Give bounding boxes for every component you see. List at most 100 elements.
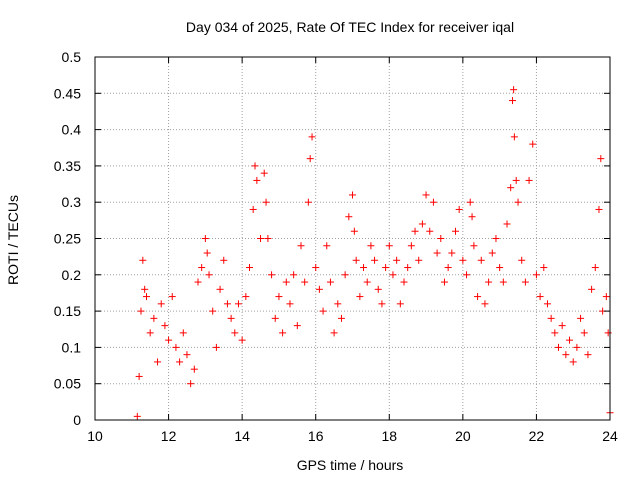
data-point	[141, 285, 149, 293]
chart-title: Day 034 of 2025, Rate Of TEC Index for r…	[186, 19, 514, 35]
data-point	[161, 322, 169, 330]
data-point	[135, 372, 143, 380]
data-point	[488, 249, 496, 257]
data-point	[407, 242, 415, 250]
x-tick-label: 12	[161, 428, 177, 444]
data-point	[429, 198, 437, 206]
y-tick-label: 0.25	[54, 231, 81, 247]
data-point	[271, 314, 279, 322]
data-point	[293, 322, 301, 330]
data-point	[257, 235, 265, 242]
data-point	[566, 336, 574, 344]
data-point	[470, 242, 478, 250]
data-point	[547, 314, 555, 322]
data-point	[326, 278, 334, 286]
data-point	[220, 256, 228, 264]
data-point	[569, 358, 577, 366]
data-point	[562, 351, 570, 359]
data-point	[315, 285, 323, 293]
data-point	[514, 198, 522, 206]
data-point	[249, 205, 257, 213]
data-point	[602, 293, 610, 301]
data-point	[385, 242, 393, 250]
data-point	[455, 205, 463, 213]
data-point	[584, 351, 592, 359]
data-point	[477, 256, 485, 264]
data-point	[540, 264, 548, 272]
data-point	[306, 155, 314, 163]
data-point	[209, 307, 217, 315]
data-point	[143, 293, 150, 301]
data-point	[308, 133, 316, 141]
data-point	[260, 169, 268, 177]
data-point	[466, 198, 474, 206]
data-point	[190, 365, 198, 373]
data-point	[418, 220, 426, 228]
y-axis-ticks: 0 0.05 0.1 0.15 0.2 0.25 0.3 0.35 0.4 0.45 0.5	[54, 49, 610, 428]
data-point	[492, 235, 500, 242]
data-point	[400, 278, 408, 286]
data-point	[187, 380, 195, 388]
data-point	[262, 198, 270, 206]
data-point	[223, 300, 231, 308]
data-point	[350, 227, 358, 235]
y-tick-label: 0	[73, 412, 81, 428]
x-tick-label: 16	[308, 428, 324, 444]
data-point	[573, 343, 581, 351]
data-point	[555, 343, 562, 351]
data-point	[279, 329, 287, 337]
x-tick-label: 10	[87, 428, 103, 444]
data-point	[356, 293, 364, 301]
data-point	[194, 278, 202, 286]
data-point	[481, 300, 489, 308]
data-point	[521, 278, 529, 286]
data-point	[203, 249, 211, 257]
data-point	[437, 235, 445, 242]
data-point	[499, 278, 507, 286]
data-point	[529, 140, 537, 148]
data-point	[238, 336, 246, 344]
data-point	[448, 249, 456, 257]
data-point	[510, 86, 518, 94]
data-point	[282, 278, 290, 286]
data-point	[551, 329, 559, 337]
data-point	[411, 227, 419, 235]
data-point	[334, 300, 342, 308]
data-point	[588, 285, 596, 293]
data-point	[591, 264, 599, 272]
data-point	[231, 329, 239, 337]
data-point	[227, 314, 235, 322]
data-point	[444, 264, 452, 272]
y-tick-label: 0.5	[62, 49, 82, 65]
data-point	[133, 412, 141, 420]
data-point	[468, 213, 476, 221]
data-point	[216, 285, 224, 293]
data-point	[595, 205, 603, 213]
data-point	[201, 235, 209, 242]
data-point	[518, 256, 526, 264]
data-point	[360, 264, 368, 272]
data-point	[246, 264, 253, 272]
data-point	[337, 314, 345, 322]
data-point	[234, 300, 242, 308]
data-point	[393, 256, 401, 264]
y-tick-label: 0.4	[62, 122, 82, 138]
y-tick-label: 0.45	[54, 85, 81, 101]
data-point	[474, 293, 482, 301]
y-tick-label: 0.05	[54, 376, 81, 392]
data-point	[374, 285, 382, 293]
data-point	[525, 176, 533, 184]
data-point	[286, 300, 294, 308]
data-point	[150, 314, 158, 322]
data-point	[509, 97, 517, 105]
data-point	[459, 256, 467, 264]
data-point	[422, 191, 430, 199]
data-point	[532, 271, 540, 279]
data-point	[154, 358, 162, 366]
data-point	[503, 220, 511, 228]
y-tick-label: 0.35	[54, 158, 81, 174]
data-point	[440, 278, 448, 286]
data-point	[290, 271, 298, 279]
data-point	[577, 314, 585, 322]
data-point	[558, 322, 566, 330]
